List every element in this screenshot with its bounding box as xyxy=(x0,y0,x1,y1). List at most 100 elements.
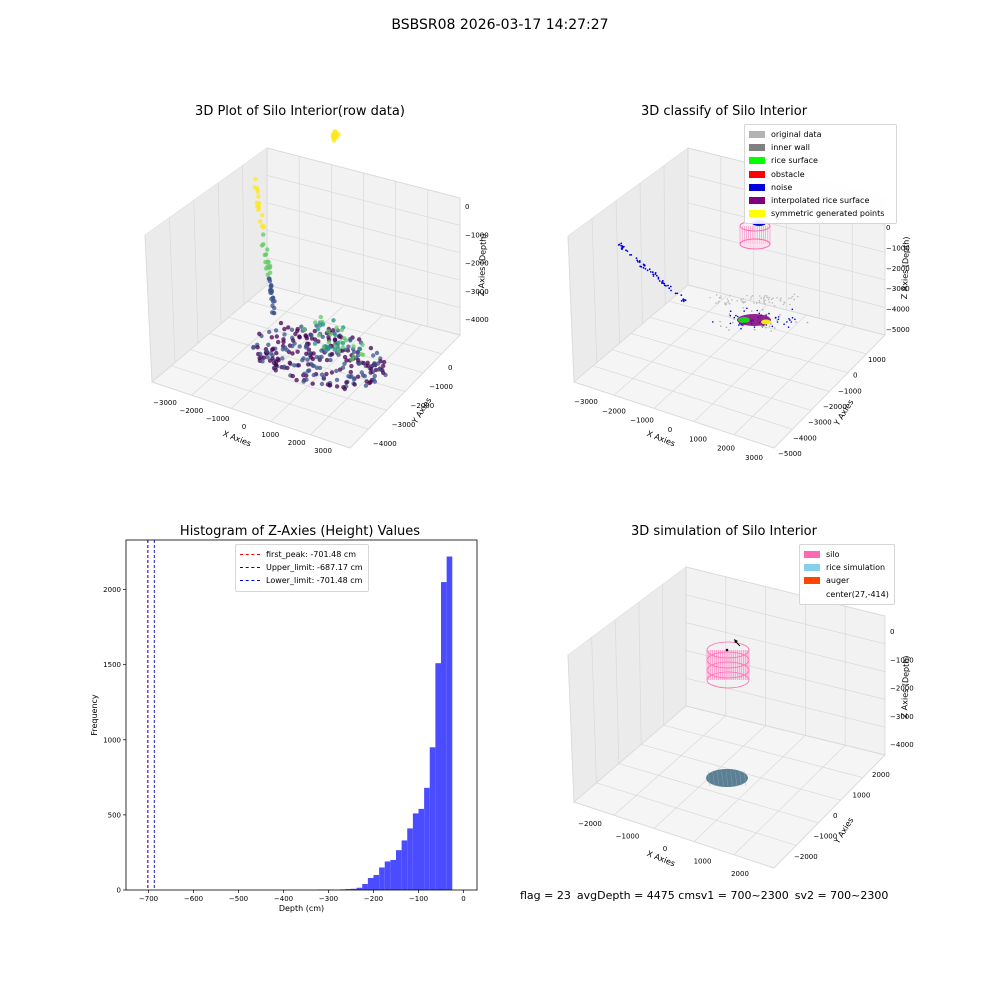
plot1-point xyxy=(372,379,378,384)
plot2-noise-point xyxy=(720,325,722,327)
legend-entry: noise xyxy=(749,181,892,194)
plot2-noise-point xyxy=(621,248,623,251)
plot2-noise-point xyxy=(794,318,796,321)
plot4-grid-line xyxy=(685,594,886,645)
plot1-point xyxy=(292,363,297,368)
plot1-y-tick: −4000 xyxy=(373,440,397,448)
plot2-noise-point xyxy=(654,273,657,275)
sv2-text: sv2 = 700~2300 xyxy=(794,889,889,902)
plot2-noise-point xyxy=(777,318,780,321)
plot1-z-tick: 0 xyxy=(465,203,469,211)
legend-entry: rice simulation xyxy=(804,561,890,574)
plot2-noise-point xyxy=(725,326,728,329)
plot2-noise-point xyxy=(668,287,671,290)
plot2-noise-point xyxy=(655,274,658,277)
plot1-point xyxy=(265,272,270,277)
plot2-noise-point xyxy=(657,276,660,279)
plot2-noise-point xyxy=(770,323,772,326)
legend-swatch xyxy=(240,567,260,569)
plot1-x-tick: −3000 xyxy=(153,399,177,407)
plot4-grid-line xyxy=(613,715,727,816)
plot1-point xyxy=(342,354,348,360)
plot1-point xyxy=(327,383,333,388)
histogram-y-label: Frequency xyxy=(90,694,99,736)
sv1-text: sv1 = 700~2300 xyxy=(695,889,789,902)
plot2-noise-point xyxy=(774,327,776,329)
plot2-noise-point xyxy=(663,282,666,285)
plot1-point xyxy=(324,348,329,353)
plot1-point xyxy=(307,368,312,373)
plot1-point xyxy=(300,358,305,363)
plot2-original-point xyxy=(764,295,766,297)
plot1-point xyxy=(284,347,290,353)
plot2-grid-line xyxy=(687,284,886,336)
plot2-grid-line xyxy=(687,257,886,308)
plot4-silo-cylinder xyxy=(706,639,750,689)
plot2-symmetric-points xyxy=(761,319,771,325)
plot1-point xyxy=(253,176,258,182)
plot2-grid-line xyxy=(649,316,849,374)
histogram-bar xyxy=(401,840,408,890)
legend-swatch xyxy=(749,183,765,191)
plot2-noise-point xyxy=(712,321,714,323)
plot2-noise-point xyxy=(756,309,758,312)
plot2-original-point xyxy=(742,298,744,300)
plot2-noise-point xyxy=(791,316,794,319)
plot1-grid-line xyxy=(171,365,369,430)
plot2-x-tick: 3000 xyxy=(745,454,763,462)
plot1-grid-line xyxy=(191,294,306,396)
plot1-point xyxy=(351,354,356,359)
plot1-point xyxy=(352,382,357,387)
plot2-original-point xyxy=(764,303,766,305)
plot2-noise-point xyxy=(774,317,777,319)
plot2-original-point xyxy=(758,301,761,304)
plot2-grid-line xyxy=(773,334,886,449)
legend-swatch xyxy=(749,144,765,152)
plot1-point xyxy=(371,353,376,358)
histogram-x-tick: −600 xyxy=(184,895,203,903)
legend-entry: inner wall xyxy=(749,141,892,154)
legend-swatch xyxy=(749,131,765,139)
plot1-point xyxy=(297,335,302,340)
legend-swatch xyxy=(804,591,820,598)
plot2-noise-point xyxy=(732,321,734,324)
legend-label: Lower_limit: -701.48 cm xyxy=(266,576,363,586)
plot2-noise-point xyxy=(768,325,771,328)
plot2-noise-point xyxy=(652,273,655,276)
plot4-grid-line xyxy=(596,782,797,846)
plot2-noise-point xyxy=(787,326,790,329)
plot2-grid-line xyxy=(592,365,793,430)
plot2-original-point xyxy=(726,298,729,300)
legend-label: original data xyxy=(771,130,822,140)
plot1-point xyxy=(301,379,306,384)
plot1-point xyxy=(299,324,304,329)
plot4-grid-line xyxy=(693,735,806,842)
plot1-point xyxy=(332,347,337,352)
plot1-point xyxy=(320,322,326,327)
plot1-point xyxy=(348,338,353,343)
plot1-point xyxy=(374,350,380,356)
plot1-point xyxy=(270,295,276,300)
plot2-x-tick: 1000 xyxy=(689,435,707,443)
plot1-point xyxy=(280,356,285,361)
plot1-y-tick: 0 xyxy=(448,364,452,372)
plot1-point xyxy=(360,342,365,347)
plot1-point xyxy=(331,318,336,323)
histogram-title: Histogram of Z-Axies (Height) Values xyxy=(179,524,421,539)
plot2-noise-point xyxy=(658,280,661,282)
plot4-rice-simulation xyxy=(706,769,748,787)
plot1-point xyxy=(340,340,346,346)
plot2-original-point xyxy=(724,302,726,304)
plot2-x-tick: 0 xyxy=(668,426,672,434)
plot1-point xyxy=(252,185,257,190)
plot1-point xyxy=(356,361,362,366)
figure-title: BSBSR08 2026-03-17 14:27:27 xyxy=(391,17,609,33)
plot4-grid-line xyxy=(614,619,620,764)
plot2-noise-point xyxy=(795,321,797,323)
plot1-x-tick: −1000 xyxy=(206,415,230,423)
plot1-point xyxy=(346,344,351,349)
plot1-point xyxy=(355,357,361,363)
plot2-noise-point xyxy=(630,254,633,256)
plot1-point xyxy=(310,381,315,386)
plot1-point xyxy=(268,351,273,356)
